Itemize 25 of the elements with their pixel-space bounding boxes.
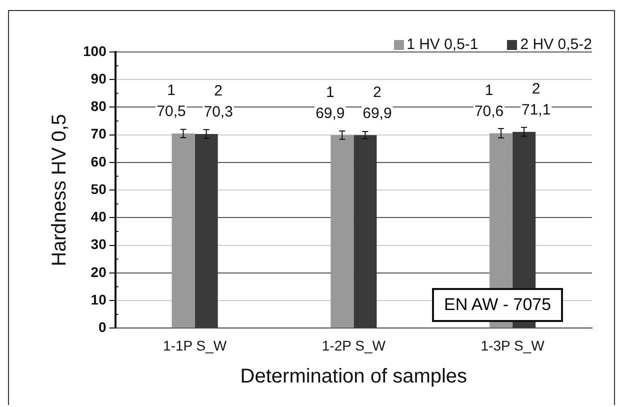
y-tick-label: 50 xyxy=(90,180,107,197)
y-tick-label: 20 xyxy=(90,264,107,280)
y-tick-label: 60 xyxy=(90,153,107,170)
y-tick-label: 100 xyxy=(83,42,107,59)
y-tick-label: 10 xyxy=(90,291,107,308)
data-label: 2 71,1 xyxy=(521,80,551,118)
y-tick-label: 80 xyxy=(90,98,107,114)
data-label: 1 70,5 xyxy=(156,82,186,120)
y-tick-label: 70 xyxy=(90,126,107,142)
x-tick-label: 1-3P S_W xyxy=(480,337,546,354)
y-tick-label: 90 xyxy=(90,70,107,86)
y-tick-label: 0 xyxy=(98,319,107,336)
y-tick-label: 40 xyxy=(90,208,107,225)
y-axis-title: Hardness HV 0,5 xyxy=(48,114,71,266)
y-tick-label: 30 xyxy=(90,236,107,252)
data-label: 1 69,9 xyxy=(316,84,345,122)
data-label: 2 69,9 xyxy=(362,84,392,122)
x-tick-label: 1-2P S_W xyxy=(322,337,386,354)
x-tick-label: 1-1P S_W xyxy=(163,337,228,354)
data-label: 1 70,6 xyxy=(474,82,504,120)
data-label: 2 70,3 xyxy=(204,82,233,121)
legend-label: 2 HV 0,5-2 xyxy=(520,36,592,53)
annotation: EN AW - 7075 xyxy=(432,288,564,322)
legend-label: 1 HV 0,5-1 xyxy=(406,36,478,53)
x-axis-title: Determination of samples xyxy=(240,366,468,388)
